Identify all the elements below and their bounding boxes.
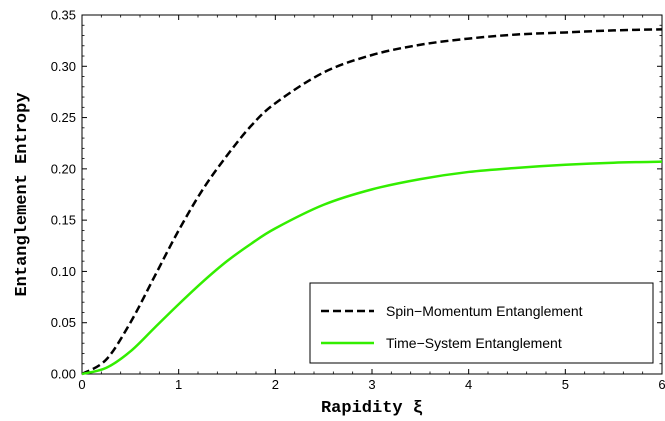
legend-box [309, 282, 654, 364]
y-tick-label: 0.15 [51, 213, 76, 228]
x-tick-label: 1 [175, 377, 182, 392]
x-tick-label: 3 [368, 377, 375, 392]
y-tick-label: 0.05 [51, 315, 76, 330]
legend: Spin−Momentum Entanglement Time−System En… [309, 282, 654, 364]
series-line-time-system [81, 160, 663, 376]
y-tick-label: 0.25 [51, 110, 76, 125]
x-tick-label: 2 [272, 377, 279, 392]
y-axis-title: Entanglement Entropy [13, 92, 32, 296]
x-tick-label: 0 [78, 377, 85, 392]
y-tick-label: 0.00 [51, 367, 76, 382]
legend-label: Spin−Momentum Entanglement [386, 303, 583, 319]
series-line-spin-momentum [81, 28, 663, 376]
y-tick-label: 0.10 [51, 264, 76, 279]
x-tick-label: 5 [562, 377, 569, 392]
y-tick-label: 0.35 [51, 8, 76, 23]
x-tick-label: 6 [658, 377, 665, 392]
legend-label: Time−System Entanglement [386, 335, 562, 351]
y-tick-label: 0.30 [51, 59, 76, 74]
x-tick-label: 4 [465, 377, 472, 392]
x-axis-title: Rapidity ξ [321, 399, 423, 418]
y-tick-label: 0.20 [51, 161, 76, 176]
